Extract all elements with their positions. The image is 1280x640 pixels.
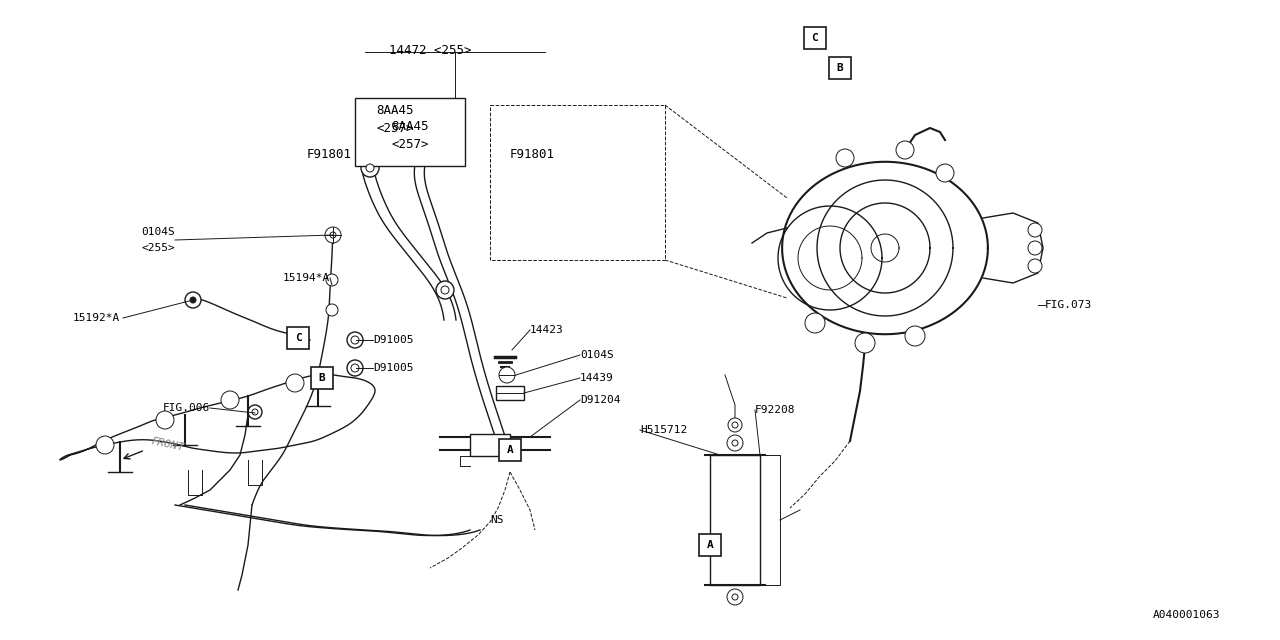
Text: A: A [707, 540, 713, 550]
Bar [490, 105, 666, 260]
Text: 14423: 14423 [530, 325, 563, 335]
Text: B: B [837, 63, 844, 73]
Circle shape [442, 286, 449, 294]
Text: A: A [507, 445, 513, 455]
Circle shape [325, 227, 340, 243]
Circle shape [252, 409, 259, 415]
Circle shape [347, 332, 364, 348]
Circle shape [186, 292, 201, 308]
Circle shape [727, 435, 742, 451]
Circle shape [326, 304, 338, 316]
Circle shape [1028, 259, 1042, 273]
Text: <257>: <257> [376, 122, 413, 134]
Text: D91005: D91005 [372, 363, 413, 373]
Circle shape [732, 594, 739, 600]
Bar [497, 386, 524, 400]
Circle shape [96, 436, 114, 454]
Circle shape [805, 313, 826, 333]
Circle shape [366, 164, 374, 172]
Text: B: B [319, 373, 325, 383]
Text: 0104S: 0104S [580, 350, 613, 360]
Text: F91801: F91801 [307, 148, 352, 161]
Circle shape [361, 159, 379, 177]
Circle shape [732, 422, 739, 428]
Text: D91005: D91005 [372, 335, 413, 345]
Circle shape [347, 360, 364, 376]
Bar [355, 98, 465, 166]
Circle shape [855, 333, 876, 353]
Text: 8AA45: 8AA45 [392, 120, 429, 134]
Circle shape [221, 391, 239, 409]
Circle shape [248, 405, 262, 419]
Bar [699, 534, 721, 556]
Bar [499, 439, 521, 461]
Text: <255>: <255> [141, 243, 175, 253]
Text: 8AA45: 8AA45 [376, 104, 413, 116]
Text: 14472 <255>: 14472 <255> [389, 44, 471, 56]
Text: 14439: 14439 [580, 373, 613, 383]
Circle shape [1028, 223, 1042, 237]
Bar [710, 455, 760, 585]
Text: FRONT: FRONT [150, 436, 186, 453]
Text: D91204: D91204 [580, 395, 621, 405]
Text: C: C [294, 333, 301, 343]
Circle shape [285, 374, 305, 392]
Bar [804, 27, 826, 49]
Circle shape [189, 297, 196, 303]
Circle shape [330, 232, 335, 238]
Text: NS: NS [490, 515, 503, 525]
Circle shape [351, 364, 358, 372]
Circle shape [905, 326, 925, 346]
Text: FIG.073: FIG.073 [1044, 300, 1092, 310]
Circle shape [499, 367, 515, 383]
Text: 15192*A: 15192*A [73, 313, 120, 323]
Bar [829, 57, 851, 79]
Bar [287, 327, 308, 349]
Bar [470, 434, 509, 456]
Circle shape [836, 149, 854, 167]
Text: A040001063: A040001063 [1152, 610, 1220, 620]
Text: F91801: F91801 [509, 148, 556, 161]
Circle shape [732, 440, 739, 446]
Circle shape [936, 164, 954, 182]
Circle shape [351, 336, 358, 344]
Circle shape [1028, 241, 1042, 255]
Text: C: C [812, 33, 818, 43]
Circle shape [896, 141, 914, 159]
Text: <257>: <257> [392, 138, 429, 152]
Text: FIG.006: FIG.006 [163, 403, 210, 413]
Text: 0104S: 0104S [141, 227, 175, 237]
Text: F92208: F92208 [755, 405, 795, 415]
Circle shape [156, 411, 174, 429]
Circle shape [727, 589, 742, 605]
Circle shape [728, 418, 742, 432]
Bar [311, 367, 333, 389]
Text: H515712: H515712 [640, 425, 687, 435]
Circle shape [436, 281, 454, 299]
Text: 15194*A: 15194*A [283, 273, 330, 283]
Circle shape [326, 274, 338, 286]
